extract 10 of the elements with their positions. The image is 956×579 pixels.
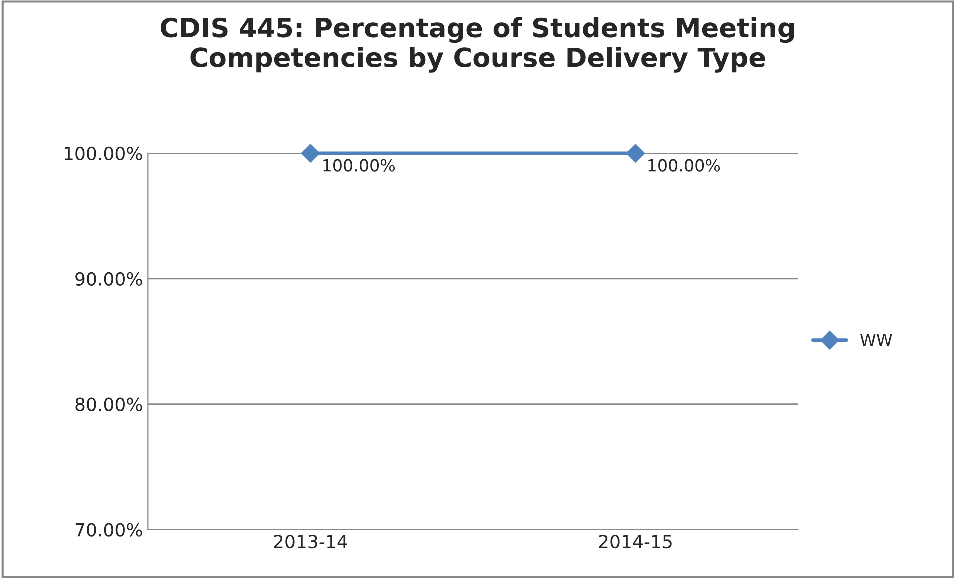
y-tick-label: 80.00% <box>76 398 142 412</box>
chart-title: CDIS 445: Percentage of Students Meeting Competencies by Course Delivery Type <box>160 17 794 73</box>
y-tick-label: 100.00% <box>64 146 142 161</box>
data-label: 100.00% <box>648 159 720 172</box>
y-tick-label: 70.00% <box>76 523 142 537</box>
legend-label: WW <box>860 334 892 346</box>
x-tick-label: 2013-14 <box>274 534 348 549</box>
data-label: 100.00% <box>324 159 396 172</box>
y-tick-label: 90.00% <box>76 272 142 286</box>
x-tick-label: 2014-15 <box>599 534 672 549</box>
